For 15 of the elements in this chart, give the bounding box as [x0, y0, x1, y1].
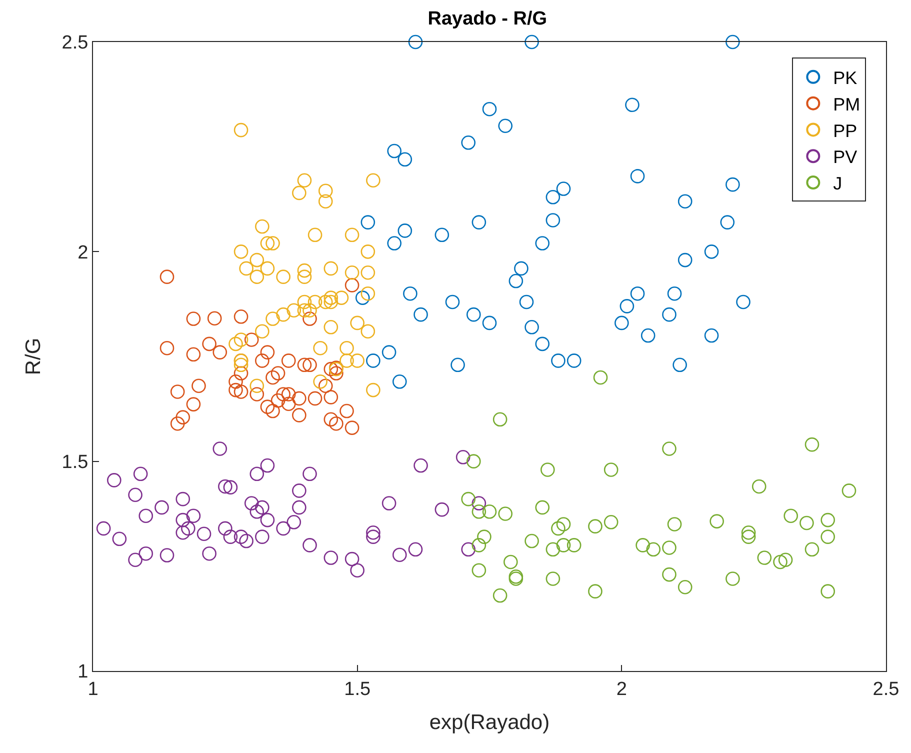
y-tick-label: 1.5 — [62, 452, 88, 473]
x-tick-label: 2 — [616, 678, 627, 700]
y-axis-title: R/G — [22, 338, 45, 376]
x-axis-title: exp(Rayado) — [429, 711, 550, 734]
x-tick-label: 2.5 — [872, 678, 900, 700]
legend-label: PK — [833, 68, 858, 88]
legend-label: PV — [833, 147, 858, 168]
x-tick-label: 1.5 — [344, 678, 371, 700]
y-tick-label: 1 — [78, 662, 88, 683]
y-tick-label: 2.5 — [62, 32, 88, 54]
legend-label: J — [833, 174, 842, 194]
legend-label: PP — [833, 120, 858, 141]
y-tick-label: 2 — [78, 242, 88, 264]
legend-label: PM — [833, 94, 860, 114]
chart-title: Rayado - R/G — [428, 8, 548, 30]
